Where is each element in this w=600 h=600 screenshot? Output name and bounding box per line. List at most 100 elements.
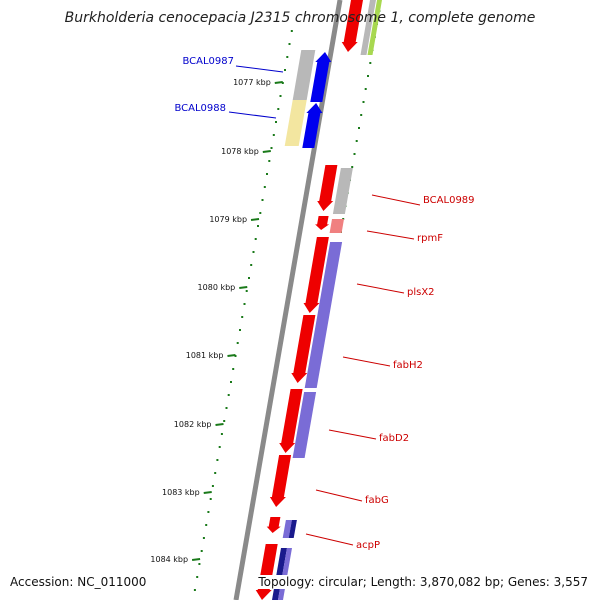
tick-mark	[274, 81, 283, 84]
gene-arrow	[315, 216, 330, 230]
ring-dot	[220, 433, 223, 435]
tick-mark	[239, 286, 248, 289]
gene-leader-line	[228, 111, 277, 119]
cog-band	[332, 168, 353, 214]
ring-dot	[245, 290, 248, 292]
gene-label[interactable]: fabD2	[379, 433, 409, 444]
gene-label[interactable]: acpP	[356, 540, 380, 551]
tick-mark	[203, 491, 212, 494]
ring-dot	[290, 30, 293, 32]
ring-dot	[272, 134, 275, 136]
ring-dot	[261, 199, 264, 201]
ring-dot	[351, 166, 354, 168]
ring-dot	[193, 589, 196, 591]
tick-label: 1079 kbp	[209, 215, 247, 224]
ring-dot	[259, 212, 262, 214]
ring-dot	[225, 407, 228, 409]
gene-label[interactable]: rpmF	[417, 233, 443, 244]
tick-label: 1078 kbp	[221, 147, 259, 156]
ring-dot	[227, 394, 230, 396]
backbone-line	[233, 0, 343, 600]
gene-arrow	[317, 165, 338, 211]
cog-band	[282, 520, 292, 538]
ring-dot	[360, 114, 363, 116]
ring-dot	[286, 56, 289, 58]
cog-band	[329, 219, 344, 233]
ring-dot	[196, 576, 199, 578]
ring-dot	[250, 264, 253, 266]
gene-label[interactable]: BCAL0987	[182, 56, 234, 67]
ring-dot	[284, 69, 286, 71]
gene-leader-line	[356, 283, 405, 294]
ring-dot	[202, 537, 205, 539]
ring-dot	[243, 303, 246, 305]
cog-band	[284, 100, 307, 146]
ring-dot	[275, 121, 277, 123]
gene-arrow	[303, 237, 329, 313]
ring-dot	[257, 225, 259, 227]
map-title: Burkholderia cenocepacia J2315 chromosom…	[64, 10, 536, 26]
gene-leader-line	[305, 533, 354, 546]
gene-leader-line	[366, 230, 415, 240]
gene-label[interactable]: plsX2	[407, 287, 435, 298]
ring-dot	[198, 563, 201, 565]
gene-arrow	[302, 103, 323, 148]
gene-arrow	[291, 315, 316, 383]
tick-mark	[227, 354, 236, 357]
gene-label[interactable]: fabG	[365, 495, 389, 506]
gene-label[interactable]: fabH2	[393, 360, 423, 371]
gene-leader-line	[235, 65, 284, 73]
ring-dot	[207, 511, 210, 513]
gene-leader-line	[371, 194, 421, 206]
ring-dot	[230, 381, 232, 383]
ring-dot	[263, 186, 266, 188]
cog-band	[360, 0, 376, 55]
gene-arrow	[341, 0, 363, 52]
topology-text: Topology: circular; Length: 3,870,082 bp…	[256, 575, 590, 589]
gene-arrow	[266, 517, 281, 533]
ring-dot	[252, 251, 255, 253]
cog-band	[292, 392, 317, 458]
gene-arrow	[279, 389, 303, 453]
gene-leader-line	[342, 356, 391, 367]
ring-dot	[364, 88, 367, 90]
cog-band	[292, 50, 316, 100]
ring-dot	[232, 368, 235, 370]
tick-label: 1084 kbp	[150, 555, 188, 564]
gene-label[interactable]: BCAL0989	[423, 195, 475, 206]
gene-leader-line	[328, 429, 377, 440]
ring-dot	[248, 277, 250, 279]
cog-band	[304, 318, 329, 388]
tick-label: 1081 kbp	[186, 351, 224, 360]
ring-dot	[362, 101, 365, 103]
ring-dot	[209, 498, 212, 500]
ring-dot	[266, 173, 268, 175]
ring-dot	[268, 160, 271, 162]
tick-label: 1083 kbp	[162, 488, 200, 497]
accession-text: Accession: NC_011000	[8, 575, 149, 589]
ring-dot	[277, 108, 280, 110]
ring-dot	[214, 472, 217, 474]
gene-leader-line	[315, 489, 363, 502]
tick-mark	[191, 558, 201, 561]
ring-dot	[239, 329, 241, 331]
ring-dot	[270, 147, 273, 149]
ring-dot	[200, 550, 203, 552]
tick-label: 1077 kbp	[233, 78, 271, 87]
ring-dot	[211, 485, 214, 487]
gene-arrow	[310, 52, 332, 102]
ring-dot	[355, 140, 358, 142]
tick-mark	[262, 150, 271, 153]
ring-dot	[216, 459, 219, 461]
tick-label: 1082 kbp	[174, 420, 212, 429]
ring-dot	[223, 420, 226, 422]
cog-band	[367, 0, 382, 55]
ring-dot	[254, 238, 257, 240]
cog-band	[316, 242, 343, 318]
ring-dot	[241, 316, 244, 318]
gene-arrow	[269, 455, 292, 507]
gene-label[interactable]: BCAL0988	[174, 103, 226, 114]
gene-labels: BCAL0987 BCAL0988 BCAL0989 rpmF plsX2 fabH2 fa…	[174, 56, 474, 551]
tick-label: 1080 kbp	[198, 283, 236, 292]
